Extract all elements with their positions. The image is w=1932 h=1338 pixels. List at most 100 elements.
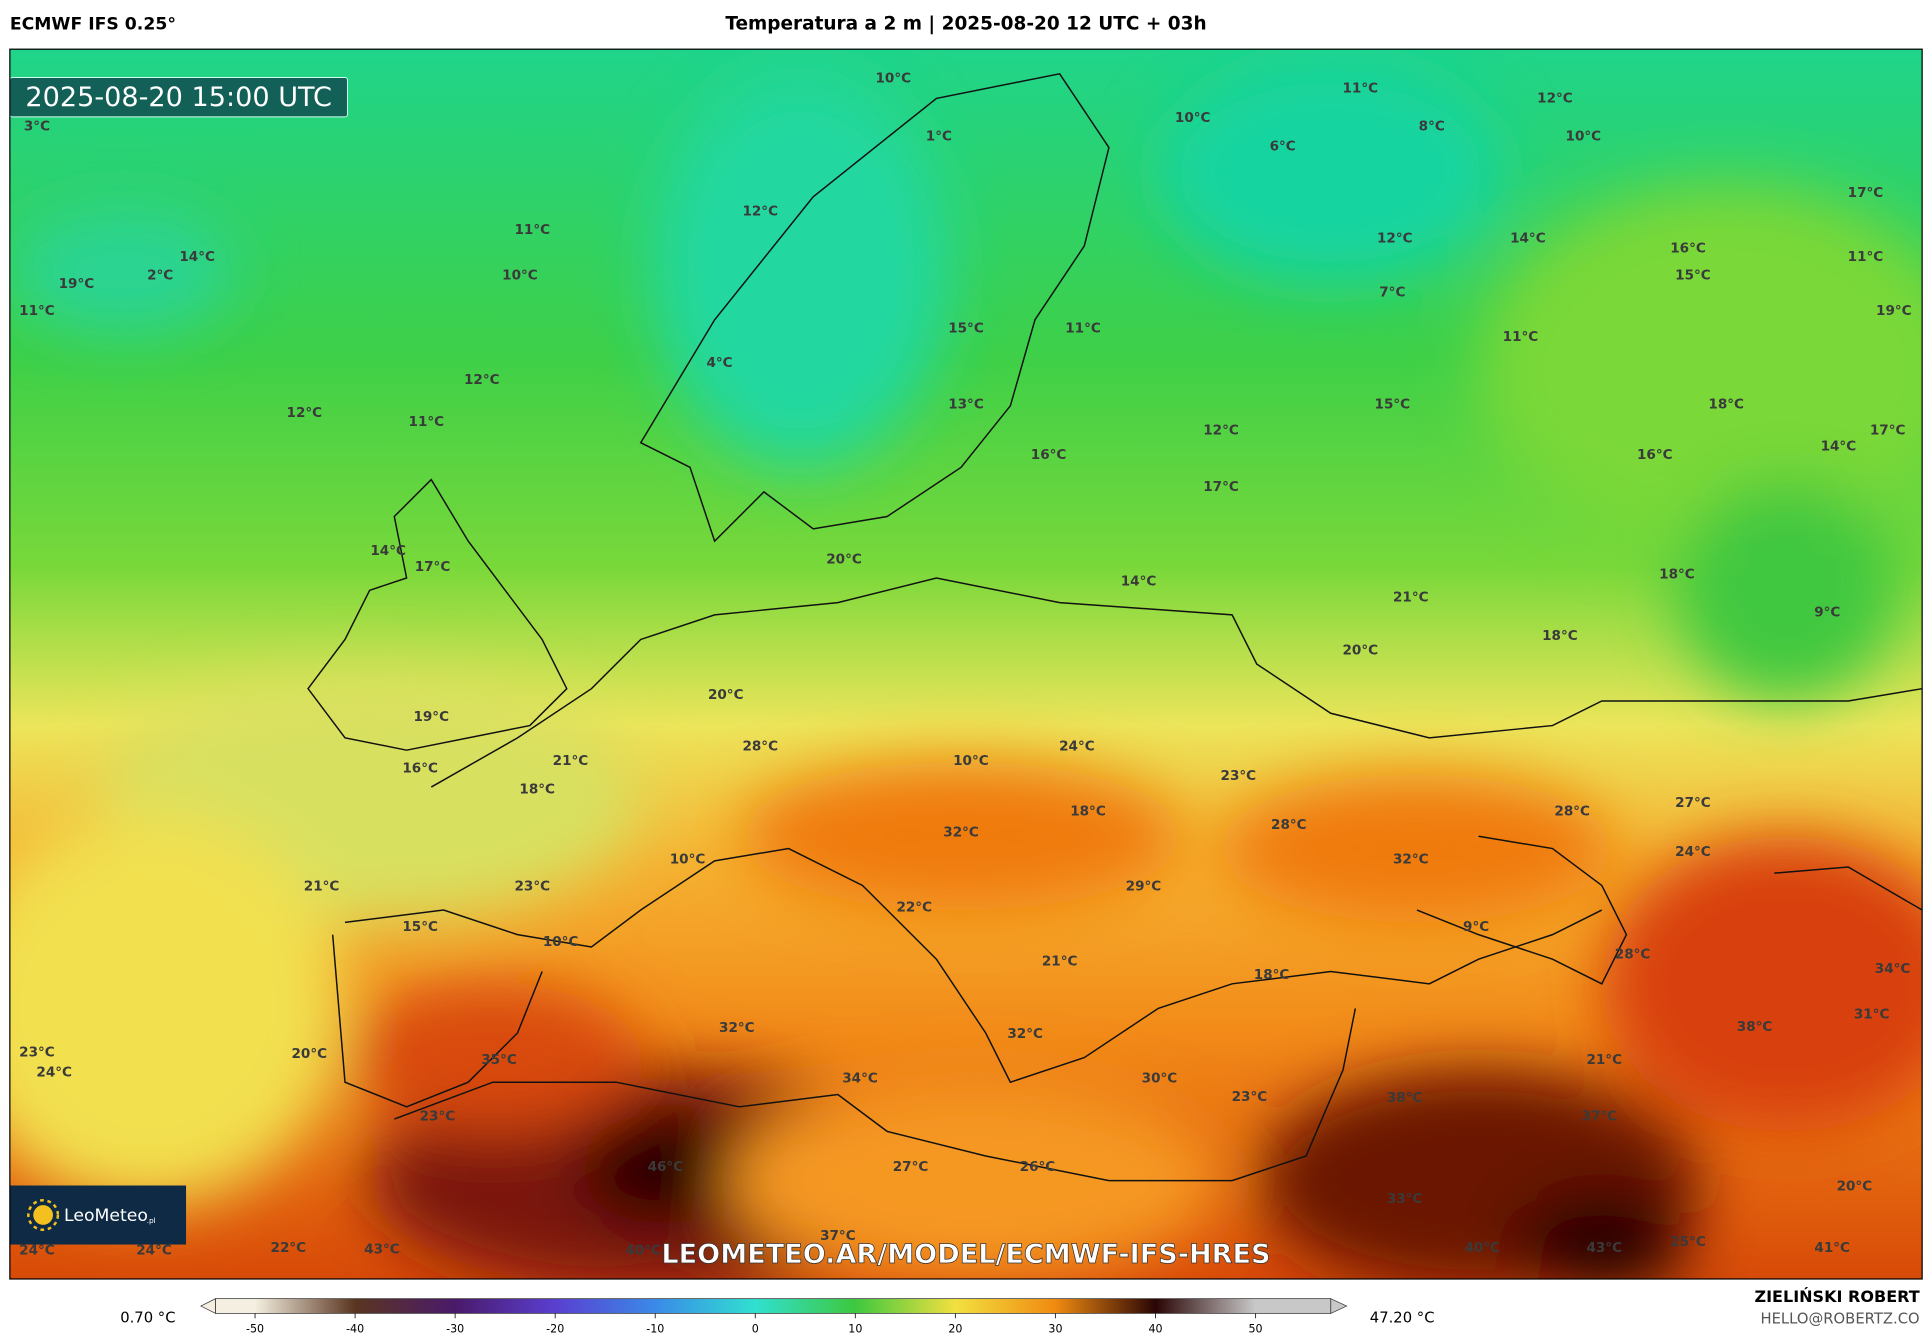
temperature-label: 15°C: [1375, 397, 1411, 413]
temperature-label: 18°C: [1254, 967, 1290, 983]
temperature-label: 11°C: [1503, 329, 1539, 345]
temperature-label: 18°C: [519, 782, 555, 798]
model-name: ECMWF IFS 0.25°: [10, 15, 176, 35]
email: HELLO@ROBERTZ.CO: [1760, 1311, 1919, 1328]
temperature-label: 14°C: [1121, 574, 1157, 590]
temperature-label: 21°C: [304, 879, 340, 895]
temperature-label: 20°C: [708, 687, 744, 703]
map-title: Temperatura a 2 m | 2025-08-20 12 UTC + …: [725, 14, 1206, 35]
logo-text: LeoMeteo: [64, 1206, 148, 1226]
temperature-label: 12°C: [464, 372, 500, 388]
temperature-label: 11°C: [1848, 249, 1884, 265]
temperature-label: 6°C: [1270, 138, 1296, 154]
logo-sun: [27, 1199, 60, 1232]
temperature-label: 16°C: [1031, 447, 1067, 463]
temperature-label: 24°C: [19, 1243, 55, 1259]
temperature-label: 15°C: [1675, 267, 1711, 283]
temperature-label: 28°C: [1271, 817, 1307, 833]
temperature-label: 12°C: [1203, 422, 1239, 438]
colorbar-max: 47.20 °C: [1370, 1309, 1435, 1326]
temperature-label: 23°C: [1221, 768, 1257, 784]
temperature-label: 23°C: [420, 1109, 456, 1125]
temperature-label: 26°C: [1020, 1159, 1056, 1175]
temperature-label: 10°C: [670, 852, 706, 868]
temperature-label: 14°C: [179, 249, 215, 265]
temperature-label: 24°C: [1675, 844, 1711, 860]
temperature-label: 28°C: [1554, 804, 1590, 820]
temperature-label: 32°C: [1007, 1026, 1043, 1042]
map-area: 3°C 10°C 11°C 12°C 10°C 8°C 1°C 10°C 6°C 17°C 14°C…: [9, 49, 1923, 1279]
colorbar-tick-label: 30: [1048, 1322, 1062, 1335]
timestamp: 2025-08-20 15:00 UTC: [25, 82, 332, 113]
colorbar: -50 -40 -30 -20 -10 0 10 20 30 40 50: [200, 1298, 1348, 1335]
temperature-label: 23°C: [515, 879, 551, 895]
temperature-label: 17°C: [1203, 479, 1239, 495]
temperature-label: 17°C: [1848, 185, 1884, 201]
temperature-field: [9, 61, 1923, 1279]
colorbar-tick-label: 40: [1148, 1322, 1162, 1335]
temperature-label: 28°C: [742, 738, 778, 754]
temperature-label: 9°C: [1463, 919, 1489, 935]
temperature-label: 9°C: [1814, 604, 1840, 620]
temperature-label: 1°C: [926, 129, 952, 145]
colorbar-bar: [215, 1298, 1332, 1314]
temperature-label: 40°C: [1464, 1240, 1500, 1256]
map-frame: [9, 48, 1923, 1280]
temperature-label: 14°C: [1821, 438, 1857, 454]
temperature-label: 17°C: [1870, 422, 1906, 438]
temperature-label: 2°C: [147, 267, 173, 283]
temperature-label: 16°C: [1670, 240, 1706, 256]
temperature-label: 38°C: [1737, 1019, 1773, 1035]
temperature-label: 7°C: [1379, 285, 1405, 301]
temperature-label: 21°C: [1042, 954, 1078, 970]
temperature-label: 32°C: [943, 825, 979, 841]
temperature-label: 32°C: [1393, 852, 1429, 868]
temperature-label: 37°C: [1582, 1109, 1618, 1125]
colorbar-tick-label: 20: [948, 1322, 962, 1335]
temperature-label: 20°C: [826, 552, 862, 568]
temperature-label: 34°C: [1875, 961, 1911, 977]
temperature-label: 11°C: [515, 222, 551, 238]
temperature-label: 31°C: [1854, 1007, 1890, 1023]
temperature-label: 27°C: [1675, 795, 1711, 811]
temperature-label: 46°C: [648, 1159, 684, 1175]
temperature-label: 23°C: [19, 1045, 55, 1061]
temperature-label: 10°C: [953, 753, 989, 769]
timestamp-box: [9, 76, 348, 118]
temperature-label: 16°C: [402, 761, 438, 777]
temperature-label: 15°C: [402, 919, 438, 935]
temperature-label: 18°C: [1659, 566, 1695, 582]
colorbar-tick-label: -50: [246, 1322, 264, 1335]
temperature-label: 20°C: [1343, 643, 1379, 659]
colorbar-right-cap: [1330, 1298, 1348, 1314]
temperature-label: 10°C: [502, 267, 538, 283]
temperature-label: 21°C: [1393, 590, 1429, 606]
coastlines: [307, 72, 1923, 1182]
temperature-label: 33°C: [1387, 1191, 1423, 1207]
temperature-label: 10°C: [543, 934, 579, 950]
temperature-label: 11°C: [1065, 320, 1101, 336]
temperature-label: 20°C: [1837, 1179, 1873, 1195]
temperature-label: 12°C: [1537, 90, 1573, 106]
temperature-label: 22°C: [896, 900, 932, 916]
temperature-label: 10°C: [1566, 129, 1602, 145]
temperature-label: 11°C: [1343, 81, 1379, 97]
temperature-label: 3°C: [24, 119, 50, 135]
temperature-label: 24°C: [136, 1243, 172, 1259]
temperature-label: 12°C: [287, 405, 323, 421]
temperature-label: 18°C: [1070, 804, 1106, 820]
temperature-label: 21°C: [553, 753, 589, 769]
colorbar-tick-label: -10: [646, 1322, 664, 1335]
temperature-label: 20°C: [291, 1046, 327, 1062]
colorbar-tick-label: -30: [446, 1322, 464, 1335]
temperature-label: 38°C: [1387, 1090, 1423, 1106]
temperature-label: 35°C: [481, 1052, 517, 1068]
temperature-label: 30°C: [1142, 1071, 1178, 1087]
colorbar-tick-label: -20: [546, 1322, 564, 1335]
temperature-label: 29°C: [1126, 879, 1162, 895]
temperature-label: 12°C: [1377, 231, 1413, 247]
temperature-label: 19°C: [1876, 303, 1912, 319]
logo-suffix: .pl: [147, 1216, 156, 1225]
temperature-label: 21°C: [1586, 1052, 1622, 1068]
